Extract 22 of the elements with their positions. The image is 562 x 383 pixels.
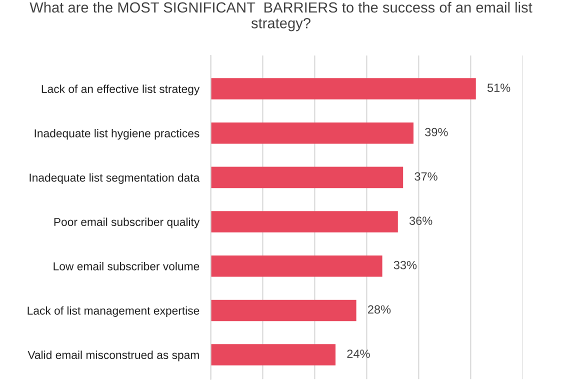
data-label: 39% [425,128,448,136]
bar [210,78,476,100]
bar [210,300,356,322]
data-label: 28% [368,305,391,314]
data-label: 33% [394,260,417,270]
bar [210,122,414,144]
y-tick-label: Poor email subscriber quality [54,218,200,228]
y-tick-label: Inadequate list segmentation data [30,173,200,184]
chart-title: What are the MOST SIGNIFICANT BARRIERS to the success of an email list strategy? [30,2,532,32]
bar [210,255,382,277]
bar [210,211,398,232]
bar [210,344,336,366]
data-label: 37% [414,172,438,181]
y-tick-label: Low email subscriber volume [54,262,200,270]
data-label: 24% [347,350,370,358]
y-tick-label: Lack of list management expertise [28,306,200,317]
data-label: 51% [487,84,510,92]
bar [210,166,404,188]
data-label: 36% [409,216,432,225]
y-tick-label: Lack of an effective list strategy [42,84,200,96]
y-tick-label: Inadequate list hygiene practices [34,128,200,140]
y-tick-label: Valid email misconstrued as spam [28,350,199,362]
